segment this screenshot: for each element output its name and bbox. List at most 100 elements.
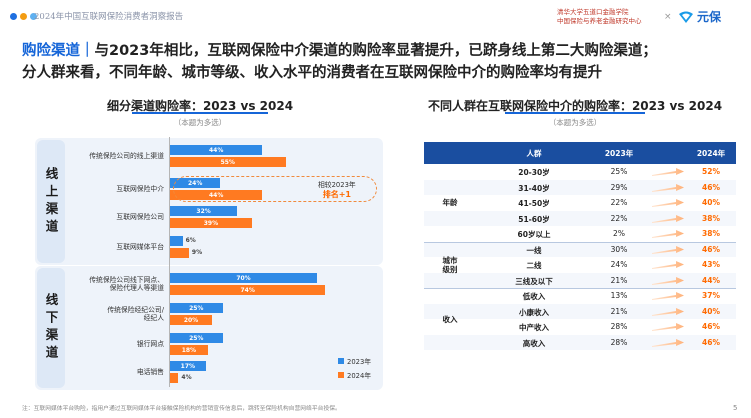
value-2024: 40% [702, 306, 720, 316]
increase-arrow-icon [650, 290, 686, 301]
online-group-label: 线上渠道 [43, 166, 59, 237]
bar-2023: 17% [170, 361, 206, 371]
table-row: 51-60岁 22% 38% [424, 210, 736, 226]
table-row: 一线 30% 46% [424, 241, 736, 257]
increase-arrow-icon [650, 213, 686, 224]
table-body: 20-30岁 25% 52% 31-40岁 29% 46% 41-50岁 22% 40% 51-6… [424, 164, 736, 350]
callout-ring [173, 176, 377, 202]
header-2023: 2023年 [604, 149, 634, 158]
segment-label: 三线及以下 [515, 276, 553, 286]
report-title: 2024年中国互联网保险消费者洞察报告 [34, 12, 184, 22]
table-row: 高收入 28% 46% [424, 334, 736, 350]
increase-arrow-icon [650, 306, 686, 317]
increase-arrow-icon [650, 244, 686, 255]
value-2024: 52% [702, 167, 720, 176]
category-label: 银行网点 [136, 339, 164, 348]
chart-axis [169, 137, 170, 387]
table-row: 二线 24% 43% [424, 257, 736, 273]
segment-label: 41-50岁 [518, 199, 550, 208]
partner-line-1: 清华大学五道口金融学院 [557, 8, 629, 16]
bar-2023: 70% [170, 273, 317, 283]
category-label: 电话销售 [136, 367, 164, 376]
bar-value-label: 9% [191, 249, 203, 256]
value-2024: 43% [702, 260, 720, 269]
table-row: 20-30岁 25% 52% [424, 164, 736, 180]
value-2024: 44% [702, 275, 720, 285]
value-2023: 21% [610, 306, 628, 316]
segment-label: 中产收入 [519, 323, 549, 332]
value-2024: 46% [702, 322, 720, 331]
online-group-tag: 线上渠道 [37, 140, 65, 263]
dot-orange [20, 13, 27, 20]
value-2023: 24% [610, 260, 628, 269]
value-2024: 40% [702, 198, 720, 207]
chart-legend: 2023年 2024年 [338, 356, 371, 384]
value-2023: 21% [610, 275, 628, 285]
legend-swatch-2023 [338, 358, 344, 364]
table-row: 41-50岁 22% 40% [424, 195, 736, 211]
segment-label: 低收入 [522, 292, 546, 301]
value-2024: 46% [702, 182, 720, 192]
headline-separator: ｜ [80, 43, 95, 59]
category-label: 传统保险公司线下网点、 保险代理人等渠道 [89, 275, 164, 293]
headline-key: 购险渠道 [22, 43, 80, 59]
value-2023: 13% [610, 291, 628, 300]
times-sign: × [664, 12, 672, 22]
value-2023: 22% [610, 213, 628, 223]
segment-label: 51-60岁 [518, 214, 550, 224]
right-table-note: （本题为多选） [548, 118, 602, 127]
segment-label: 20-30岁 [518, 168, 550, 177]
value-2023: 25% [610, 167, 628, 176]
segment-label: 高收入 [522, 338, 546, 348]
bar-2023 [170, 236, 183, 246]
increase-arrow-icon [650, 228, 686, 239]
increase-arrow-icon [650, 197, 686, 208]
table-row: 低收入 13% 37% [424, 288, 736, 304]
value-2023: 28% [610, 337, 628, 347]
table-row: 中产收入 28% 46% [424, 319, 736, 335]
left-chart-note: （本题为多选） [173, 118, 227, 127]
segment-label: 小康收入 [519, 307, 549, 317]
increase-arrow-icon [650, 321, 686, 332]
legend-item-2023: 2023年 [338, 356, 371, 366]
headline-line-1-text: 与2023年相比，互联网保险中介渠道的购险率显著提升，已跻身线上第二大购险渠道； [94, 43, 657, 59]
right-title-underline [505, 112, 645, 114]
dot-lightblue [30, 13, 37, 20]
table-row: 60岁以上 2% 38% [424, 226, 736, 242]
bar-2024: 74% [170, 285, 326, 295]
dot-blue [10, 13, 17, 20]
value-2024: 37% [702, 291, 720, 300]
header-segment: 人群 [526, 149, 542, 158]
segment-label: 31-40岁 [518, 183, 550, 193]
value-2024: 46% [702, 244, 720, 254]
bar-2023: 25% [170, 303, 223, 313]
bar-2024: 55% [170, 157, 286, 167]
group-divider [424, 288, 736, 289]
category-label: 传统保险公司的线上渠道 [89, 151, 164, 160]
category-label: 互联网保险中介 [116, 184, 164, 193]
value-2024: 38% [702, 213, 720, 223]
category-label: 传统保险经纪公司/经纪人 [107, 305, 164, 323]
yuanbao-logo: 元保 [678, 8, 721, 25]
increase-arrow-icon [650, 275, 686, 286]
group-divider [424, 241, 736, 243]
footnote: 注：互联网媒体平台购险，指用户通过互联网媒体平台接触保险机构的营销宣传信息后，跳… [22, 406, 341, 412]
group-label: 城市 级别 [442, 255, 458, 274]
bar-2023: 32% [170, 206, 238, 216]
offline-group-label: 线下渠道 [43, 293, 59, 363]
table-row: 三线及以下 21% 44% [424, 272, 736, 288]
legend-item-2024: 2024年 [338, 370, 371, 380]
increase-arrow-icon [650, 259, 686, 270]
bar-2024 [170, 248, 189, 258]
table-header: 人群 2023年 2024年 [424, 142, 736, 164]
left-title-underline [132, 112, 268, 114]
group-label: 年龄 [442, 198, 458, 208]
legend-label-2024: 2024年 [347, 372, 372, 380]
legend-label-2023: 2023年 [347, 358, 372, 366]
value-2023: 30% [610, 244, 628, 254]
headline-line-1: 购险渠道｜与2023年相比，互联网保险中介渠道的购险率显著提升，已跻身线上第二大… [22, 40, 737, 62]
callout-line-1: 相较2023年 [318, 181, 356, 189]
bar-2024: 39% [170, 218, 252, 228]
yuanbao-logo-icon [679, 11, 693, 23]
bar-2024: 20% [170, 315, 212, 325]
